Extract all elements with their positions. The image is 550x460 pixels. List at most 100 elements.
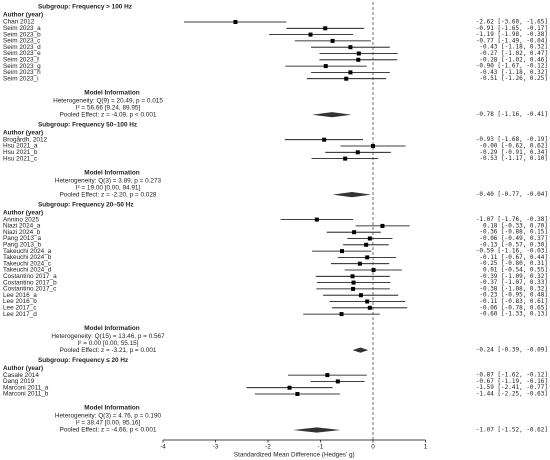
study-name: Hsu 2021_b — [3, 149, 38, 156]
effect-label: -2.62 [-3.60, -1.65] — [476, 19, 548, 26]
effect-marker — [322, 137, 327, 142]
x-axis-label: Standardized Mean Difference (Hedges' g) — [234, 452, 355, 459]
x-tick-label: 0 — [371, 444, 375, 451]
column-header: Author (year) — [3, 209, 43, 216]
effect-marker — [367, 305, 372, 310]
study-name: Seim 2023_c — [3, 38, 41, 45]
effect-label: -0.90 [-1.67, -0.12] — [476, 63, 548, 70]
effect-marker — [330, 38, 335, 43]
study-name: Seim 2023_f — [3, 56, 39, 63]
pooled-text: Pooled Effect: z = -4.66, p < 0.001 — [60, 427, 157, 434]
study-name: Niazi 2024_b — [3, 229, 41, 236]
pooled-text: Pooled Effect: z = -4.09, p < 0.001 — [60, 111, 157, 118]
effect-label: -1.59 [-2.41, -0.77] — [476, 384, 548, 391]
effect-marker — [371, 268, 376, 272]
effect-label: -0.38 [-1.08, 0.32] — [479, 285, 548, 292]
study-name: Lee 2017_c — [3, 304, 37, 311]
study-name: Annino 2025 — [3, 216, 39, 223]
effect-marker — [357, 261, 362, 266]
effect-label: -0.25 [-0.80, 0.31] — [479, 260, 548, 267]
effect-label: -0.06 [-0.78, 0.65] — [479, 304, 548, 311]
study-name: Marconi 2011_b — [3, 391, 49, 398]
effect-label: -0.11 [-0.83, 0.61] — [479, 298, 548, 305]
column-header: Author (year) — [3, 365, 43, 372]
x-tick-label: -2 — [265, 444, 271, 451]
effect-marker — [356, 51, 361, 56]
effect-label: -0.23 [-0.95, 0.48] — [479, 292, 548, 299]
effect-label: -0.43 [-1.18, 0.32] — [479, 69, 548, 76]
effect-marker — [323, 64, 328, 69]
effect-marker — [352, 230, 357, 235]
effect-label: -0.67 [-1.19, -0.16] — [476, 378, 548, 385]
effect-label: -0.77 [-1.49, -0.04] — [476, 37, 548, 44]
effect-marker — [348, 70, 353, 75]
effect-marker — [358, 293, 363, 298]
effect-label: -0.27 [-1.02, 0.47] — [479, 50, 548, 57]
study-name: Costantino 2017_b — [3, 279, 57, 286]
effect-marker — [339, 312, 344, 317]
study-name: Hsu 2021_c — [3, 155, 38, 162]
x-tick-label: 1 — [424, 444, 428, 451]
effect-label: -1.19 [-1.98, -0.38] — [476, 31, 548, 38]
study-name: Seim 2023_i — [3, 75, 39, 82]
study-name: Seim 2023_a — [3, 25, 41, 32]
i-squared: I² = 38.47 [0.00, 95.16] — [76, 420, 141, 427]
study-name: Lee 2016_a — [3, 292, 37, 299]
study-name: Seim 2023_g — [3, 63, 41, 70]
effect-label: -0.11 [-0.67, 0.44] — [479, 254, 548, 261]
effect-marker — [365, 299, 370, 304]
effect-label: 0.01 [-0.54, 0.55] — [483, 267, 548, 274]
subgroup-title: Subgroup: Frequency ≤ 20 Hz — [38, 357, 128, 364]
effect-label: -0.29 [-0.91, 0.34] — [479, 149, 548, 156]
effect-label: -0.59 [-1.16, -0.03] — [476, 248, 548, 255]
effect-marker — [350, 274, 355, 279]
pooled-label: -1.07 [-1.52, -0.62] — [476, 427, 548, 434]
effect-label: -0.60 [-1.33, 0.13] — [479, 311, 548, 318]
effect-label: -0.00 [-0.62, 0.62] — [479, 143, 548, 150]
study-name: Takeuchi 2024_b — [3, 254, 52, 261]
effect-marker — [380, 223, 385, 228]
i-squared: I² = 0.00 [0.00, 55.15] — [78, 340, 139, 347]
effect-label: -0.53 [-1.17, 0.10] — [479, 155, 548, 162]
effect-label: -1.07 [-1.76, -0.38] — [476, 216, 548, 223]
effect-marker — [371, 144, 375, 148]
effect-marker — [356, 57, 361, 62]
effect-label: -0.06 [-0.49, 0.37] — [479, 235, 548, 242]
effect-marker — [323, 26, 328, 31]
study-name: Pang 2013_a — [3, 235, 41, 242]
model-header: Model Information — [84, 169, 139, 176]
effect-marker — [233, 20, 238, 24]
effect-label: -0.87 [-1.62, -0.12] — [476, 372, 548, 379]
study-name: Takeuchi 2024_c — [3, 260, 52, 267]
pooled-diamond — [293, 427, 341, 433]
heterogeneity: Heterogeneity: Q(3) = 3.89, p = 0.273 — [55, 177, 162, 184]
effect-marker — [364, 242, 369, 247]
effect-label: -0.36 [-0.88, 0.15] — [479, 229, 548, 236]
effect-label: -0.37 [-1.07, 0.33] — [479, 279, 548, 286]
effect-label: -0.91 [-1.65, -0.17] — [476, 25, 548, 32]
effect-marker — [314, 217, 319, 222]
study-name: Costantino 2017_c — [3, 286, 57, 293]
subgroup-title: Subgroup: Frequency 20–50 Hz — [38, 201, 134, 208]
study-name: Hsu 2021_a — [3, 143, 38, 150]
effect-label: 0.18 [-0.33, 0.70] — [483, 222, 548, 229]
x-tick-label: -3 — [213, 444, 219, 451]
effect-marker — [340, 249, 345, 254]
study-name: Lee 2017_d — [3, 311, 37, 318]
subgroup-title: Subgroup: Frequency 50–100 Hz — [38, 121, 137, 128]
effect-label: -0.39 [-1.09, 0.32] — [479, 273, 548, 280]
effect-marker — [351, 286, 356, 291]
effect-marker — [351, 280, 356, 285]
effect-marker — [343, 156, 348, 161]
i-squared: I² = 19.00 [0.00, 94.91] — [76, 184, 141, 191]
subgroup-title: Subgroup: Frequency > 100 Hz — [38, 4, 132, 11]
heterogeneity: Heterogeneity: Q(3) = 4.76, p = 0.190 — [55, 413, 162, 420]
study-name: Seim 2023_b — [3, 31, 41, 38]
pooled-label: -0.40 [-0.77, -0.04] — [476, 191, 548, 198]
pooled-text: Pooled Effect: z = -2.20, p = 0.028 — [60, 191, 157, 198]
study-name: Brogårdh, 2012 — [3, 135, 48, 143]
study-name: Takeuchi 2024_d — [3, 267, 52, 274]
effect-marker — [308, 32, 313, 37]
pooled-diamond — [352, 347, 369, 353]
